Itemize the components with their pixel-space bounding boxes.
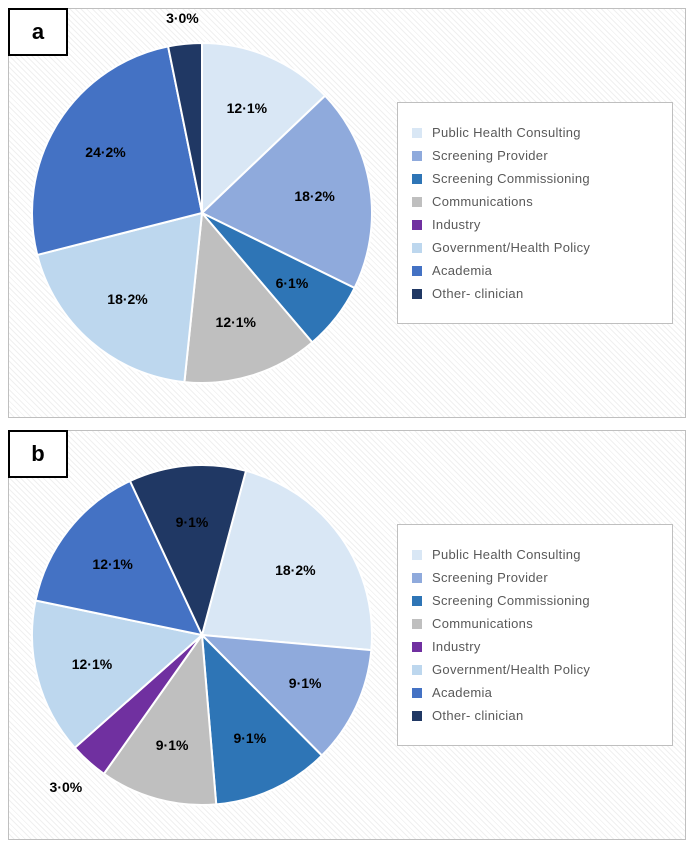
panel-body: 18·2% 9·1% 9·1% 9·1% 3·0% 12·1% 12·1% 9·1% Publi… xyxy=(9,431,685,839)
legend-label: Public Health Consulting xyxy=(432,547,581,562)
legend-item: Screening Commissioning xyxy=(412,171,658,186)
legend-label: Other- clinician xyxy=(432,708,524,723)
legend-item: Screening Commissioning xyxy=(412,593,658,608)
legend-item: Communications xyxy=(412,194,658,209)
legend-item: Communications xyxy=(412,616,658,631)
legend-swatch xyxy=(412,665,422,675)
legend-item: Public Health Consulting xyxy=(412,547,658,562)
legend-swatch xyxy=(412,151,422,161)
legend-item: Screening Provider xyxy=(412,148,658,163)
legend-swatch xyxy=(412,266,422,276)
slice-label: 9·1% xyxy=(156,737,189,753)
legend-swatch xyxy=(412,174,422,184)
chart-panel-a: a 12·1% 18·2% 6·1% 12·1% 18·2% 24·2% 3·0% Public… xyxy=(8,8,686,418)
legend-label: Other- clinician xyxy=(432,286,524,301)
chart-panel-b: b 18·2% 9·1% 9·1% 9·1% 3·0% 12·1% 12·1% 9·1% Publ… xyxy=(8,430,686,840)
legend-item: Government/Health Policy xyxy=(412,240,658,255)
legend-swatch xyxy=(412,220,422,230)
legend-label: Communications xyxy=(432,194,533,209)
legend-label: Screening Commissioning xyxy=(432,593,590,608)
legend-item: Public Health Consulting xyxy=(412,125,658,140)
legend-swatch xyxy=(412,711,422,721)
legend-label: Academia xyxy=(432,263,492,278)
slice-label: 18·2% xyxy=(107,291,147,307)
slice-label: 12·1% xyxy=(72,656,112,672)
slice-label: 3·0% xyxy=(166,10,199,26)
legend-item: Other- clinician xyxy=(412,286,658,301)
legend-swatch xyxy=(412,197,422,207)
panel-body: 12·1% 18·2% 6·1% 12·1% 18·2% 24·2% 3·0% Public … xyxy=(9,9,685,417)
legend-label: Screening Commissioning xyxy=(432,171,590,186)
legend-label: Industry xyxy=(432,217,481,232)
legend-swatch xyxy=(412,642,422,652)
slice-label: 12·1% xyxy=(92,556,132,572)
slice-label: 18·2% xyxy=(275,562,315,578)
panel-label-box: b xyxy=(8,430,68,478)
legend: Public Health Consulting Screening Provid… xyxy=(397,102,673,324)
pie-chart-a: 12·1%18·2%6·1%12·1%18·2%24·2%3·0% xyxy=(27,38,377,388)
slice-label: 24·2% xyxy=(85,144,125,160)
legend-swatch xyxy=(412,550,422,560)
legend-item: Industry xyxy=(412,639,658,654)
legend-item: Academia xyxy=(412,685,658,700)
slice-label: 3·0% xyxy=(50,779,83,795)
legend-swatch xyxy=(412,128,422,138)
panel-label-box: a xyxy=(8,8,68,56)
legend-swatch xyxy=(412,619,422,629)
slice-label: 9·1% xyxy=(233,730,266,746)
legend-label: Screening Provider xyxy=(432,148,548,163)
panel-label: b xyxy=(31,441,44,467)
legend-label: Public Health Consulting xyxy=(432,125,581,140)
legend-label: Government/Health Policy xyxy=(432,240,590,255)
legend: Public Health Consulting Screening Provid… xyxy=(397,524,673,746)
legend-swatch xyxy=(412,243,422,253)
slice-label: 9·1% xyxy=(176,514,209,530)
slice-label: 12·1% xyxy=(227,100,267,116)
legend-label: Industry xyxy=(432,639,481,654)
slice-label: 9·1% xyxy=(289,675,322,691)
slice-label: 12·1% xyxy=(216,314,256,330)
pie-svg xyxy=(27,460,377,810)
legend-label: Screening Provider xyxy=(432,570,548,585)
legend-item: Other- clinician xyxy=(412,708,658,723)
legend-swatch xyxy=(412,596,422,606)
legend-label: Government/Health Policy xyxy=(432,662,590,677)
legend-swatch xyxy=(412,688,422,698)
legend-swatch xyxy=(412,289,422,299)
legend-item: Academia xyxy=(412,263,658,278)
pie-svg xyxy=(27,38,377,388)
slice-label: 18·2% xyxy=(294,188,334,204)
pie-chart-b: 18·2% 9·1% 9·1% 9·1% 3·0% 12·1% 12·1% 9·1% xyxy=(27,460,377,810)
slice-label: 6·1% xyxy=(276,275,309,291)
legend-swatch xyxy=(412,573,422,583)
legend-label: Academia xyxy=(432,685,492,700)
legend-item: Industry xyxy=(412,217,658,232)
legend-item: Government/Health Policy xyxy=(412,662,658,677)
legend-label: Communications xyxy=(432,616,533,631)
legend-item: Screening Provider xyxy=(412,570,658,585)
panel-label: a xyxy=(32,19,44,45)
